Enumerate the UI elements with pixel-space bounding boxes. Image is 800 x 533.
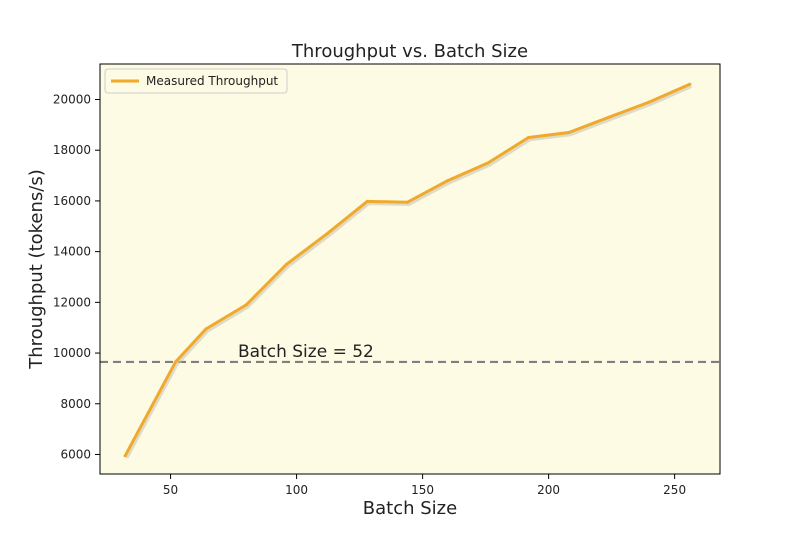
plot-background bbox=[100, 64, 720, 474]
y-tick-label: 20000 bbox=[53, 92, 91, 106]
reference-label: Batch Size = 52 bbox=[238, 342, 374, 362]
legend-label: Measured Throughput bbox=[146, 74, 278, 88]
reference-layer: Batch Size = 52 bbox=[100, 342, 720, 364]
data-point bbox=[486, 161, 490, 165]
data-point bbox=[244, 303, 248, 307]
y-tick-label: 12000 bbox=[53, 295, 91, 309]
y-tick-label: 14000 bbox=[53, 245, 91, 259]
data-point bbox=[527, 136, 530, 139]
y-tick-label: 16000 bbox=[53, 194, 91, 208]
data-point bbox=[285, 262, 288, 266]
series-layer bbox=[123, 82, 693, 459]
x-tick-label: 200 bbox=[537, 483, 560, 497]
data-point bbox=[123, 454, 127, 458]
data-point bbox=[406, 200, 409, 204]
data-point bbox=[567, 131, 571, 134]
x-axis-label: Batch Size bbox=[363, 498, 457, 519]
data-point bbox=[204, 327, 208, 331]
data-point bbox=[607, 115, 611, 119]
series-shadow bbox=[125, 84, 693, 459]
y-axis-label: Throughput (tokens/s) bbox=[26, 169, 47, 369]
legend: Measured Throughput bbox=[104, 68, 288, 94]
data-point bbox=[647, 100, 651, 104]
legend-box bbox=[104, 68, 288, 94]
x-tick-label: 100 bbox=[285, 483, 308, 497]
data-point bbox=[174, 360, 178, 364]
x-tick-label: 150 bbox=[411, 483, 434, 497]
y-tick-label: 6000 bbox=[60, 447, 91, 461]
x-axis-ticks: 50 100 150 200 250 bbox=[163, 474, 686, 497]
plot-frame bbox=[99, 63, 721, 475]
y-tick-label: 18000 bbox=[53, 143, 91, 157]
data-point bbox=[688, 82, 692, 86]
y-tick-label: 10000 bbox=[53, 346, 91, 360]
y-axis-ticks: 6000 8000 10000 12000 14000 16000 18000 20000 bbox=[53, 92, 100, 461]
x-tick-label: 50 bbox=[163, 483, 178, 497]
x-tick-label: 250 bbox=[663, 483, 686, 497]
data-point bbox=[446, 179, 450, 183]
data-point bbox=[365, 199, 369, 203]
chart-title: Throughput vs. Batch Size bbox=[291, 41, 528, 62]
y-tick-label: 8000 bbox=[60, 397, 91, 411]
data-point bbox=[325, 232, 329, 236]
